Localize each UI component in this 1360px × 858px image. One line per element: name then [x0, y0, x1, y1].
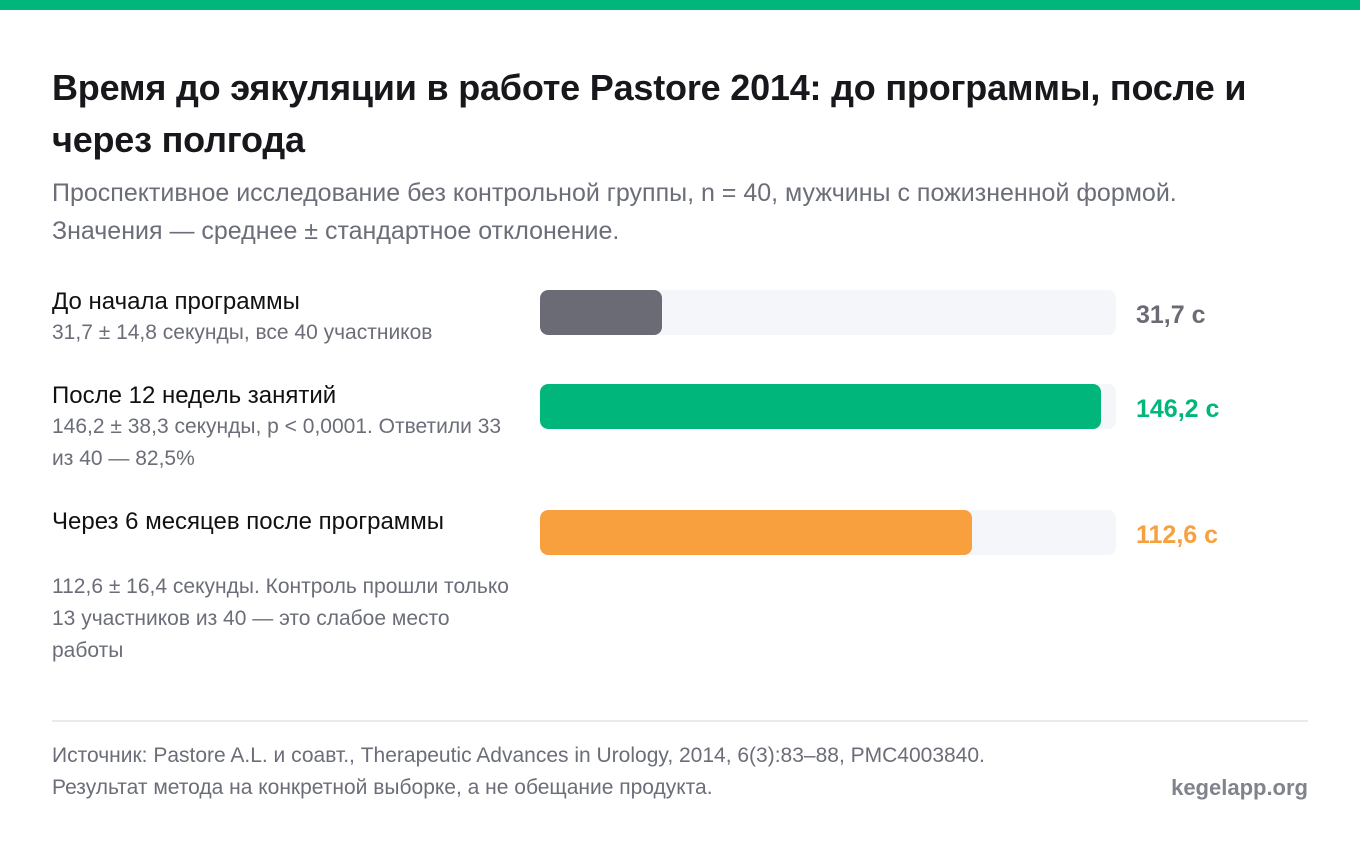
category-note: 112,6 ± 16,4 секунды. Контроль прошли то…: [52, 575, 509, 662]
footer-divider: [52, 720, 1308, 722]
site-link[interactable]: kegelapp.org: [1171, 775, 1308, 800]
value-label: 146,2 с: [1136, 395, 1220, 423]
value-label: 112,6 с: [1136, 521, 1219, 549]
bar-fill-baseline: [540, 290, 662, 335]
bar-fill-after-6-months: [540, 510, 972, 555]
category-label: После 12 недель занятий: [52, 382, 337, 409]
top-accent-stripe: [0, 0, 1360, 10]
chart-title: Время до эякуляции в работе Pastore 2014…: [52, 67, 1247, 160]
chart-subtitle: Проспективное исследование без контрольн…: [52, 179, 1177, 245]
category-note: 146,2 ± 38,3 секунды, p < 0,0001. Ответи…: [52, 415, 502, 470]
category-note: 31,7 ± 14,8 секунды, все 40 участников: [52, 321, 433, 344]
bar-track: [540, 384, 1116, 429]
category-label: Через 6 месяцев после программы: [52, 508, 445, 535]
bar-track: [540, 290, 1116, 335]
bar-fill-after-12-weeks: [540, 384, 1101, 429]
source-note: Источник: Pastore A.L. и соавт., Therape…: [52, 744, 985, 799]
value-label: 31,7 с: [1136, 301, 1206, 329]
bar-track: [540, 510, 1116, 555]
category-label: До начала программы: [52, 288, 300, 315]
